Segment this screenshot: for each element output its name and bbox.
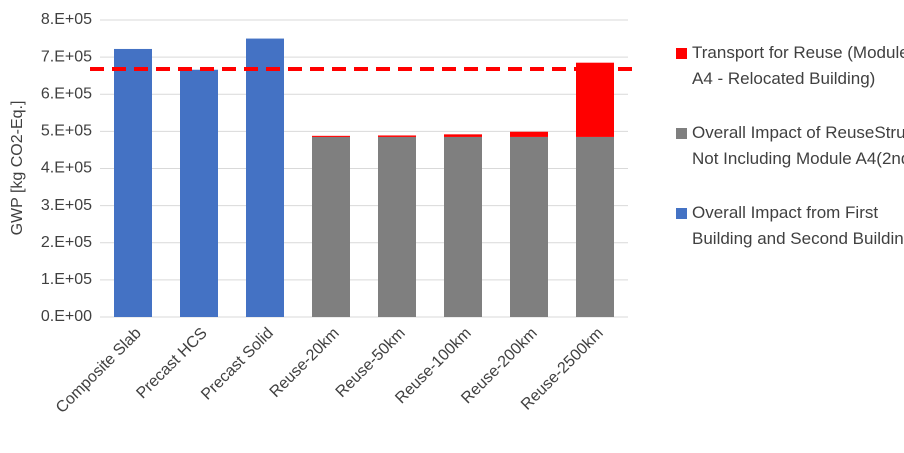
- y-tick-label: 1.E+05: [41, 271, 92, 288]
- legend-label: Overall Impact of ReuseStru Not Includin…: [692, 123, 904, 168]
- bar-segment: [510, 131, 548, 137]
- bar-segment: [114, 48, 152, 318]
- bar-segment: [444, 136, 482, 317]
- bar-segment: [576, 62, 614, 137]
- bar-segment: [444, 134, 482, 137]
- y-tick-label: 2.E+05: [41, 234, 92, 251]
- legend-item: Overall Impact of ReuseStru Not Includin…: [672, 120, 904, 172]
- legend-label: Overall Impact from First Building and S…: [692, 203, 904, 248]
- y-tick-label: 7.E+05: [41, 48, 92, 65]
- x-tick-label: Composite Slab: [53, 325, 145, 417]
- y-tick-label: 3.E+05: [41, 197, 92, 214]
- legend-item: Transport for Reuse (Module A4 - Relocat…: [672, 40, 904, 92]
- y-tick-label: 5.E+05: [41, 123, 92, 140]
- y-tick-label: 4.E+05: [41, 160, 92, 177]
- y-tick-label: 8.E+05: [41, 11, 92, 28]
- bar-segment: [576, 136, 614, 317]
- legend: Transport for Reuse (Module A4 - Relocat…: [672, 40, 904, 280]
- bar-segment: [378, 135, 416, 137]
- legend-label: Transport for Reuse (Module A4 - Relocat…: [692, 43, 904, 88]
- legend-swatch: [676, 48, 687, 59]
- x-tick-label: Reuse-20km: [267, 325, 343, 401]
- bar-segment: [312, 135, 350, 137]
- bar-segment: [246, 38, 284, 317]
- bar-segment: [312, 136, 350, 317]
- bar-segment: [378, 136, 416, 317]
- y-tick-label: 0.E+00: [41, 308, 92, 325]
- legend-item: Overall Impact from First Building and S…: [672, 200, 904, 252]
- y-axis-title: GWP [kg CO2-Eq.]: [9, 101, 26, 236]
- legend-swatch: [676, 128, 687, 139]
- y-tick-label: 6.E+05: [41, 85, 92, 102]
- bar-segment: [510, 136, 548, 317]
- bar-segment: [180, 69, 218, 317]
- legend-swatch: [676, 208, 687, 219]
